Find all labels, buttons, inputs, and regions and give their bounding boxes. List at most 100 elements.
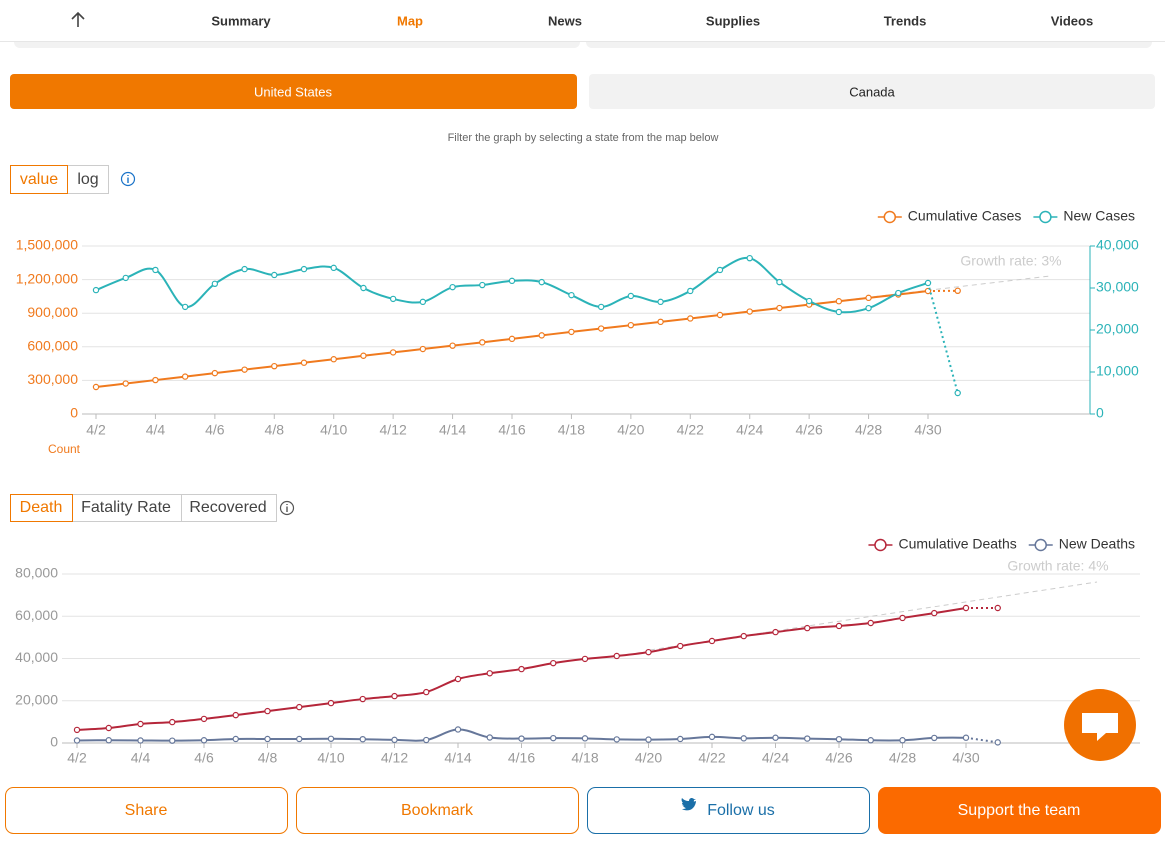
region-label: Canada	[849, 84, 895, 99]
toggle-label: Fatality Rate	[81, 499, 171, 516]
data-point	[867, 737, 874, 744]
data-point	[486, 670, 493, 677]
region-button-active[interactable]	[10, 74, 577, 109]
data-point	[677, 735, 684, 743]
data-point	[687, 315, 694, 322]
info-icon[interactable]	[279, 500, 295, 516]
data-point	[300, 265, 308, 273]
data-point	[740, 632, 747, 640]
x-tick-label: 4/20	[635, 750, 662, 766]
data-point	[805, 297, 813, 305]
data-point	[550, 659, 557, 667]
nav-item[interactable]: Videos	[1051, 13, 1093, 28]
data-point	[391, 692, 398, 700]
x-tick-label: 4/10	[317, 750, 344, 766]
data-point	[994, 604, 1001, 612]
data-point	[391, 736, 398, 744]
data-point	[330, 264, 337, 272]
y-tick-label: 80,000	[15, 565, 58, 581]
support-button[interactable]	[878, 787, 1161, 834]
data-point	[419, 345, 427, 353]
y-tick-label: 0	[50, 734, 58, 750]
filter-hint: Filter the graph by selecting a state fr…	[448, 132, 719, 144]
data-point	[867, 619, 874, 627]
x-tick-label: 4/6	[205, 422, 225, 438]
data-point	[296, 703, 303, 711]
y2-tick-label: 0	[1096, 405, 1104, 421]
legend-swatch	[1039, 210, 1052, 224]
toggle-label: log	[77, 171, 98, 188]
y-tick-label: 1,500,000	[16, 237, 78, 253]
nav-item[interactable]: Trends	[884, 13, 927, 28]
nav-bar	[0, 0, 1165, 41]
data-point	[508, 335, 516, 343]
info-icon[interactable]	[120, 171, 136, 187]
data-point	[105, 737, 112, 744]
data-point	[423, 688, 430, 696]
data-point	[92, 383, 100, 391]
y2-tick-label: 20,000	[1096, 321, 1139, 337]
data-point	[181, 373, 189, 380]
data-point	[327, 735, 335, 742]
data-point	[122, 274, 129, 282]
region-button[interactable]	[589, 74, 1155, 109]
data-point	[359, 695, 366, 703]
data-point	[772, 734, 779, 741]
toggle-button[interactable]	[67, 165, 109, 194]
back-to-top[interactable]	[71, 11, 85, 27]
x-tick-label: 4/30	[914, 422, 941, 438]
nav-item[interactable]: News	[548, 13, 582, 28]
data-point	[508, 277, 516, 285]
share-button[interactable]	[5, 787, 288, 834]
x-tick-label: 4/4	[131, 750, 151, 766]
legend-label: New Cases	[1063, 208, 1135, 224]
nav-item[interactable]: Supplies	[706, 13, 760, 28]
data-point	[687, 287, 694, 295]
data-point	[73, 737, 81, 744]
data-point	[479, 339, 486, 346]
data-point	[327, 699, 335, 707]
y2-tick-label: 10,000	[1096, 363, 1139, 379]
data-point	[518, 665, 525, 673]
data-point	[211, 369, 219, 377]
data-point	[776, 304, 783, 312]
x-tick-label: 4/22	[677, 422, 704, 438]
data-point	[296, 735, 303, 743]
x-tick-label: 4/24	[762, 750, 789, 766]
toggle-button-active[interactable]	[10, 494, 73, 522]
data-point	[804, 624, 811, 632]
toggle-button[interactable]	[181, 494, 277, 522]
y2-tick-label: 30,000	[1096, 279, 1139, 295]
x-tick-label: 4/14	[439, 422, 466, 438]
x-tick-label: 4/8	[265, 422, 285, 438]
toggle-button-active[interactable]	[10, 165, 68, 194]
data-point	[962, 604, 970, 612]
data-point	[627, 292, 635, 300]
y2-tick-label: 40,000	[1096, 237, 1139, 253]
twitter-icon	[681, 797, 696, 811]
data-point	[865, 304, 872, 312]
data-point	[613, 652, 620, 660]
bookmark-button[interactable]	[296, 787, 579, 834]
x-tick-label: 4/12	[380, 422, 407, 438]
projected-segment	[927, 282, 959, 394]
x-tick-label: 4/16	[508, 750, 535, 766]
nav-item-active[interactable]: Map	[397, 13, 423, 28]
nav-item[interactable]: Summary	[211, 13, 271, 28]
data-point	[169, 718, 176, 726]
data-point	[232, 735, 239, 743]
data-point	[152, 266, 159, 274]
data-point	[597, 325, 605, 332]
data-point	[931, 609, 938, 617]
data-point	[657, 318, 664, 326]
button-label: Bookmark	[401, 802, 474, 819]
y-tick-label: 900,000	[27, 304, 78, 320]
data-point	[657, 298, 664, 306]
x-tick-label: 4/20	[617, 422, 644, 438]
data-point	[597, 303, 605, 311]
x-tick-label: 4/24	[736, 422, 763, 438]
chat-button[interactable]	[1064, 689, 1136, 761]
x-tick-label: 4/6	[194, 750, 214, 766]
y-tick-label: 20,000	[15, 691, 58, 707]
follow-button[interactable]	[587, 787, 870, 834]
